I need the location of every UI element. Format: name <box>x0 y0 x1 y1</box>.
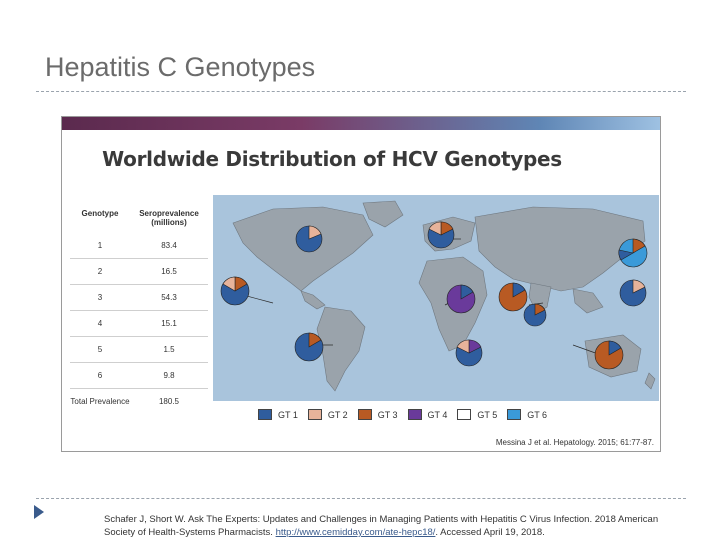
pie-south-asia <box>523 303 547 327</box>
legend-item: GT 4 <box>407 409 448 420</box>
genotype-figure: Worldwide Distribution of HCV Genotypes … <box>61 116 661 452</box>
genotype-cell: 4 <box>97 319 103 328</box>
figure-citation: Messina J et al. Hepatology. 2015; 61:77… <box>495 438 654 447</box>
slide-title: Hepatitis C Genotypes <box>45 52 316 82</box>
footer-divider <box>36 498 686 499</box>
header-genotype: Genotype <box>81 209 119 218</box>
pie-north-america <box>295 225 323 253</box>
genotype-cell: 1 <box>97 241 103 250</box>
total-value: 180.5 <box>158 397 180 406</box>
genotype-legend: GT 1 GT 2 GT 3 GT 4 GT 5 GT 6 <box>258 409 547 420</box>
figure-title: Worldwide Distribution of HCV Genotypes <box>102 147 562 171</box>
legend-swatch <box>357 409 372 420</box>
table-row: 6 9.8 <box>70 363 208 389</box>
pie-australia <box>594 340 624 370</box>
reference-text: Schafer J, Short W. Ask The Experts: Upd… <box>104 513 664 539</box>
table-total-row: Total Prevalence 180.5 <box>70 397 208 406</box>
southeast-asia-shape <box>572 288 604 314</box>
new-zealand-shape <box>644 372 656 390</box>
value-cell: 83.4 <box>161 241 177 250</box>
legend-swatch <box>457 409 472 420</box>
legend-swatch <box>307 409 322 420</box>
legend-swatch <box>407 409 422 420</box>
legend-label: GT 4 <box>427 409 448 420</box>
seroprevalence-table: Genotype Seroprevalence (millions) 1 83.… <box>70 209 208 406</box>
value-cell: 15.1 <box>161 319 177 328</box>
table-row: 5 1.5 <box>70 337 208 363</box>
legend-item: GT 2 <box>307 409 348 420</box>
genotype-cell: 2 <box>97 267 103 276</box>
greenland-shape <box>362 200 404 228</box>
legend-label: GT 3 <box>377 409 398 420</box>
table-row: 4 15.1 <box>70 311 208 337</box>
value-cell: 54.3 <box>161 293 177 302</box>
pie-south-america <box>294 332 324 362</box>
title-divider <box>36 91 686 92</box>
world-map <box>213 195 659 401</box>
pie-southern-africa <box>455 339 483 367</box>
bullet-arrow-icon <box>34 505 44 519</box>
legend-label: GT 6 <box>527 409 548 420</box>
central-america-shape <box>300 290 326 310</box>
genotype-cell: 3 <box>97 293 103 302</box>
world-map-graphic <box>220 200 656 392</box>
legend-swatch <box>258 409 272 420</box>
legend-item: GT 1 <box>258 409 298 420</box>
genotype-cell: 6 <box>97 371 103 380</box>
reference-text-before: Schafer J, Short W. Ask The Experts: Upd… <box>104 514 659 538</box>
total-label: Total Prevalence <box>70 397 130 406</box>
pie-central-america <box>220 276 250 306</box>
reference-link[interactable]: http://www.cemidday.com/ate-hepc18/ <box>275 527 436 538</box>
pie-east-asia <box>618 238 648 268</box>
table-row: 3 54.3 <box>70 285 208 311</box>
legend-label: GT 2 <box>327 409 348 420</box>
genotype-cell: 5 <box>97 345 103 354</box>
value-cell: 9.8 <box>163 371 175 380</box>
table-header: Genotype Seroprevalence (millions) <box>70 209 208 233</box>
legend-item: GT 3 <box>357 409 398 420</box>
header-seroprevalence: Seroprevalence (millions) <box>139 209 199 227</box>
value-cell: 1.5 <box>163 345 175 354</box>
pie-europe <box>427 221 455 249</box>
legend-item: GT 5 <box>457 409 497 420</box>
pie-southeast-asia <box>619 279 647 307</box>
pie-central-asia <box>498 282 528 312</box>
value-cell: 16.5 <box>161 267 177 276</box>
legend-item: GT 6 <box>507 409 547 420</box>
table-row: 1 83.4 <box>70 233 208 259</box>
legend-label: GT 5 <box>477 409 498 420</box>
south-america-shape <box>316 306 366 392</box>
table-row: 2 16.5 <box>70 259 208 285</box>
asia-shape <box>474 206 646 292</box>
pie-north-africa <box>446 284 476 314</box>
legend-swatch <box>507 409 522 420</box>
figure-top-bar <box>62 117 660 130</box>
legend-label: GT 1 <box>278 409 298 420</box>
reference-text-after: . Accessed April 19, 2018. <box>435 527 545 538</box>
